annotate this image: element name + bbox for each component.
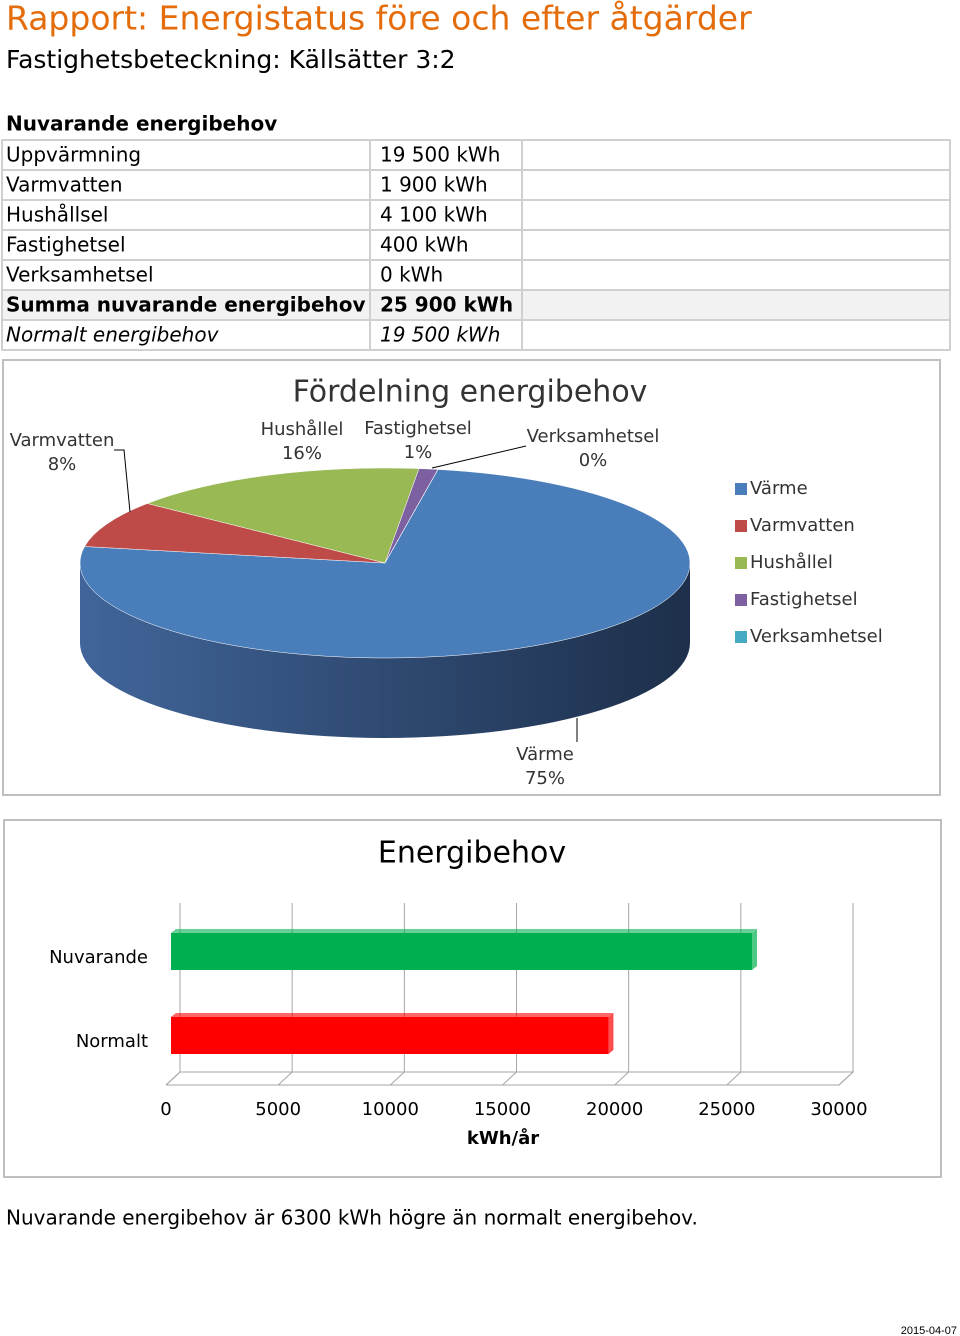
legend-label: Varmvatten [750,515,855,536]
legend-label: Hushållel [750,552,833,573]
legend-label: Fastighetsel [750,589,858,610]
bar [171,1017,609,1054]
title: Rapport: Energistatus före och efter åtg… [6,0,752,38]
row-bg [2,290,950,320]
data-label-name: Hushållel [261,419,344,440]
bar-frame [3,819,942,1178]
cell [521,319,951,351]
data-label-value: 1% [404,442,433,463]
x-tick-label: 25000 [698,1099,755,1120]
data-label-value: 8% [48,454,77,475]
row-label: Hushållsel [6,203,108,227]
x-tick-label: 20000 [586,1099,643,1120]
row-label: Fastighetsel [6,233,126,257]
slice [384,469,439,564]
bar-title: Energibehov [378,836,566,871]
row-value: 19 500 kWh [380,143,500,167]
data-label-value: 0% [579,450,608,471]
x-tick-label: 30000 [810,1099,867,1120]
bar-side [752,929,758,970]
cell [521,229,951,261]
table: Uppvärmning 19 500 kWh Varmvatten 1 900 kWh… [1,139,951,351]
row-label: Varmvatten [6,173,123,197]
row-label: Verksamhetsel [6,263,154,287]
row-value: 4 100 kWh [380,203,488,227]
x-tick-label: 10000 [362,1099,419,1120]
date: 2015-04-07 [901,1325,957,1336]
data-label-name: Verksamhetsel [527,426,660,447]
slice-side [80,563,690,738]
x-axis-label: kWh/år [467,1127,539,1149]
row-value: 19 500 kWh [380,323,500,347]
row-value: 0 kWh [380,263,443,287]
table-heading: Nuvarande energibehov [6,112,277,136]
slice [84,503,386,564]
legend-label: Värme [750,478,808,499]
row-value: 400 kWh [380,233,469,257]
x-tick-label: 0 [160,1099,171,1120]
legend-swatch [735,631,747,643]
pie-title: Fördelning energibehov [293,375,648,410]
data-label-name: Varmvatten [10,430,115,451]
subtitle: Fastighetsbeteckning: Källsätter 3:2 [6,45,456,74]
cell [521,139,951,171]
bar [171,933,753,970]
row-value: 1 900 kWh [380,173,488,197]
x-tick-label: 15000 [474,1099,531,1120]
leader-line [431,445,527,469]
bar-chart: 0 5000 10000 15000 20000 25000 30000 Nuvarande N… [49,903,868,1120]
row-value: 25 900 kWh [380,293,513,317]
pie-frame [2,359,941,796]
leader-line [114,449,131,513]
y-tick-label: Nuvarande [49,947,148,968]
cell [521,169,951,201]
row-label: Summa nuvarande energibehov [6,293,366,317]
bar-top [171,929,758,933]
legend-swatch [735,557,747,569]
grid-line [838,903,854,1086]
cell [521,199,951,231]
slice [79,469,691,659]
x-tick-label: 5000 [255,1099,301,1120]
legend-label: Verksamhetsel [750,626,883,647]
slice [146,467,420,564]
bar-side [608,1013,614,1054]
bar-top [171,1013,614,1017]
data-label-name: Fastighetsel [364,418,472,439]
data-label-name: Värme [516,744,574,765]
row-label: Uppvärmning [6,143,141,167]
legend-swatch [735,483,747,495]
legend-swatch [735,594,747,606]
y-tick-label: Normalt [76,1031,148,1052]
pie-chart: Värme 75% Varmvatten 8% Hushållel 16% Fastighe… [10,418,883,789]
legend-swatch [735,520,747,532]
data-label-value: 16% [282,443,322,464]
cell [521,259,951,291]
footer-note: Nuvarande energibehov är 6300 kWh högre … [6,1206,698,1230]
data-label-value: 75% [525,768,565,789]
row-label: Normalt energibehov [6,323,220,347]
